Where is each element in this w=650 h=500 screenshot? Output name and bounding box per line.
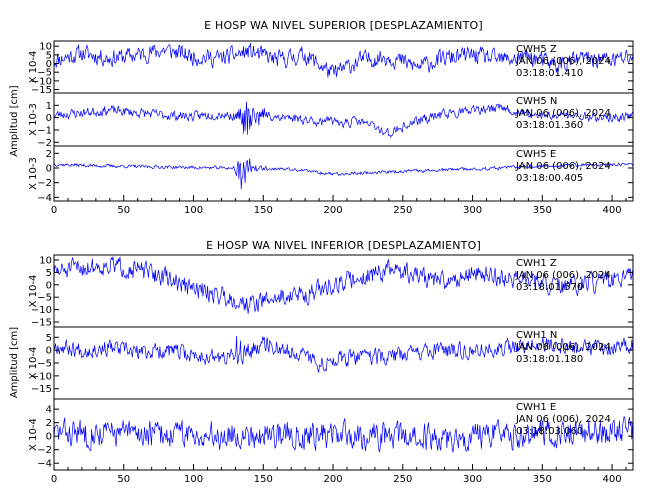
y-tick-label: −10 [31,76,52,87]
station-component-label: CWH1 N [516,330,557,341]
event-date-label: JAN 06 (006), 2024 [515,56,611,67]
event-time-label: 03:18:01.180 [516,354,583,365]
x-tick-label: 50 [117,205,130,216]
y-tick-label: −2 [37,178,52,189]
y-tick-label: −5 [37,359,52,370]
event-date-label: JAN 06 (006), 2024 [515,108,611,119]
chart-title: E HOSP WA NIVEL INFERIOR [DESPLAZAMIENTO… [206,239,481,252]
x-axis: 0 50 100 150 200 250 300 350 400 [51,464,627,485]
x-tick-label: 0 [51,205,57,216]
y-tick-label: 5 [46,333,52,344]
y-multiplier-label: X 10-3 [28,103,39,136]
y-tick-label: −2 [37,138,52,149]
y-tick-label: 10 [39,42,52,53]
y-tick-label: 2 [46,418,52,429]
x-tick-label: 0 [51,474,57,485]
y-tick-label: 0 [46,432,52,443]
event-time-label: 03:18:01.410 [516,68,583,79]
event-time-label: 03:18:00.405 [516,173,583,184]
y-axis-label: Amplitud [cm] [9,85,20,156]
x-tick-label: 400 [603,474,622,485]
x-tick-label: 50 [117,474,130,485]
waveform-trace [54,158,633,190]
x-tick-label: 200 [323,474,342,485]
chart-title: E HOSP WA NIVEL SUPERIOR [DESPLAZAMIENTO… [204,19,483,32]
y-tick-label: 0 [46,59,52,70]
y-multiplier-label: X 10-4 [28,51,39,84]
y-tick-label: −2 [37,445,52,456]
y-tick-label: 2 [46,149,52,160]
x-tick-label: 350 [533,205,552,216]
x-tick-label: 150 [254,474,273,485]
station-component-label: CWH5 N [516,96,557,107]
y-tick-label: 10 [39,255,52,266]
y-tick-label: −4 [37,459,52,470]
y-multiplier-label: X 10-4 [28,418,39,451]
event-time-label: 03:18:03.060 [516,426,583,437]
y-tick-label: −15 [31,85,52,96]
y-multiplier-label: X 10-3 [28,157,39,190]
waveform-trace [54,335,633,373]
station-component-label: CWH5 Z [516,44,557,55]
y-axis-label: Amplitud [cm] [9,327,20,398]
panel-frame [53,398,634,471]
station-component-label: CWH1 E [516,402,556,413]
x-tick-label: 100 [184,205,203,216]
y-tick-label: −15 [31,384,52,395]
event-date-label: JAN 06 (006), 2024 [515,270,611,281]
y-tick-label: 4 [46,405,52,416]
y-tick-label: −10 [31,371,52,382]
x-tick-label: 250 [393,205,412,216]
y-tick-label: 0 [46,280,52,291]
waveform-trace [54,43,633,78]
station-component-label: CWH5 E [516,149,556,160]
event-date-label: JAN 06 (006), 2024 [515,342,611,353]
y-tick-label: 5 [46,50,52,61]
panel-frame [53,145,634,202]
y-multiplier-label: X 10-4 [28,275,39,308]
x-tick-label: 350 [533,474,552,485]
event-time-label: 03:18:01.360 [516,120,583,131]
waveform-trace [54,256,633,314]
y-tick-label: 0 [46,164,52,175]
x-tick-label: 200 [323,205,342,216]
x-tick-label: 150 [254,205,273,216]
x-tick-label: 300 [463,205,482,216]
x-tick-label: 250 [393,474,412,485]
event-date-label: JAN 06 (006), 2024 [515,161,611,172]
station-component-label: CWH1 Z [516,258,557,269]
y-tick-label: −4 [37,193,52,204]
y-tick-label: −15 [31,318,52,329]
event-time-label: 03:18:01.570 [516,282,583,293]
y-tick-label: −1 [37,125,52,136]
y-tick-label: 0 [46,113,52,124]
y-tick-label: −5 [37,68,52,79]
y-multiplier-label: X 10-4 [28,347,39,380]
x-tick-label: 100 [184,474,203,485]
y-tick-label: 1 [46,101,52,112]
y-tick-label: −5 [37,293,52,304]
y-tick-label: 5 [46,268,52,279]
waveform-trace [54,101,633,138]
waveform-trace [54,416,633,453]
x-tick-label: 400 [603,205,622,216]
x-tick-label: 300 [463,474,482,485]
y-tick-label: −10 [31,305,52,316]
x-axis: 0 50 100 150 200 250 300 350 400 [51,195,627,216]
chart-nivel-inferior: E HOSP WA NIVEL INFERIOR [DESPLAZAMIENTO… [9,239,634,485]
y-tick-label: 0 [46,346,52,357]
chart-nivel-superior: E HOSP WA NIVEL SUPERIOR [DESPLAZAMIENTO… [9,19,634,216]
event-date-label: JAN 06 (006), 2024 [515,414,611,425]
